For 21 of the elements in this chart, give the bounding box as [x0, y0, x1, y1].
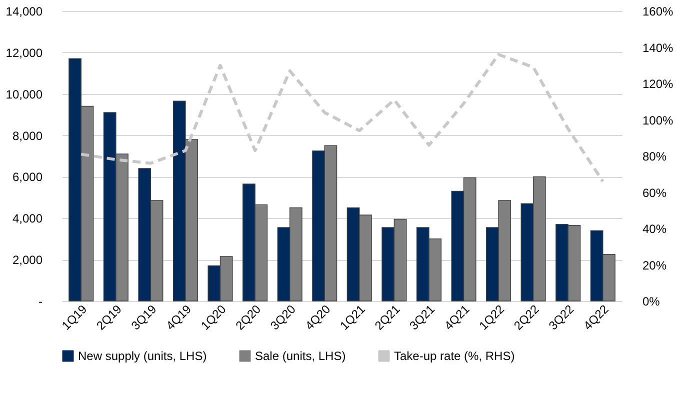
y2-tick-label: 140% [642, 40, 674, 55]
y-tick-label: 4,000 [12, 212, 43, 226]
y-tick-label: 8,000 [12, 128, 43, 143]
y-tick-label: 6,000 [12, 170, 43, 184]
y-tick-label: 2,000 [12, 253, 43, 268]
y-tick-label: - [38, 294, 42, 308]
y2-tick-label: 120% [642, 77, 674, 91]
y2-tick-label: 20% [642, 258, 667, 272]
line-series [80, 53, 604, 183]
legend-label: Sale (units, LHS) [255, 349, 346, 363]
y2-tick-label: 80% [642, 150, 667, 164]
y-tick-label: 10,000 [6, 87, 43, 102]
legend-label: New supply (units, LHS) [78, 349, 207, 363]
legend-label: Take-up rate (%, RHS) [394, 349, 515, 363]
y2-tick-label: 0% [642, 294, 660, 308]
y2-tick-label: 100% [642, 113, 674, 128]
y2-tick-label: 60% [642, 186, 667, 200]
y-tick-label: 14,000 [6, 4, 43, 18]
y2-tick-label: 40% [642, 222, 667, 236]
y2-tick-label: 160% [642, 4, 674, 18]
y-tick-label: 12,000 [6, 46, 43, 60]
